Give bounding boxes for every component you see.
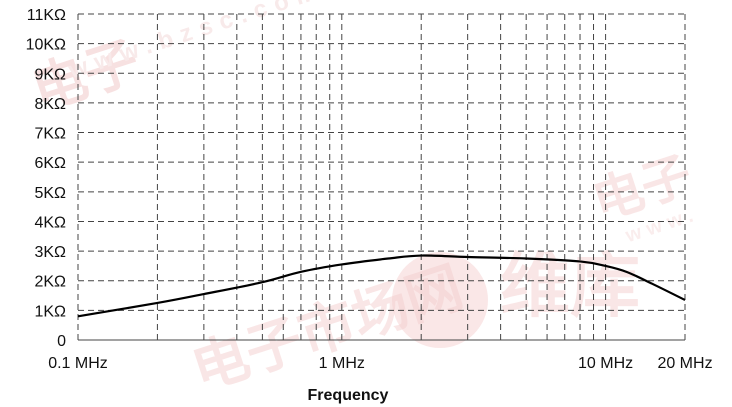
x-tick-label: 0.1 MHz [48,355,108,372]
y-tick-label: 0 [57,333,66,350]
x-tick-label: 20 MHz [657,355,712,372]
y-tick-label: 9KΩ [34,66,66,83]
y-tick-label: 6KΩ [34,155,66,172]
x-axis-ticks: 0.1 MHz 1 MHz 10 MHz 20 MHz [48,355,712,372]
y-axis-ticks: 0 1KΩ 2KΩ 3KΩ 4KΩ 5KΩ 6KΩ 7KΩ 8KΩ 9KΩ 10KΩ 11KΩ [26,7,67,350]
y-tick-label: 10KΩ [26,37,66,54]
watermark: 电子 www.bzsc.com 电子市场网 维库 电子 www. [25,0,701,401]
grid [77,13,686,341]
y-tick-label: 2KΩ [34,274,66,291]
series-group [77,254,686,318]
y-tick-label: 4KΩ [34,214,66,231]
x-tick-label: 10 MHz [578,355,633,372]
series-line [77,254,686,318]
y-tick-label: 8KΩ [34,96,66,113]
y-tick-label: 1KΩ [34,303,66,320]
y-tick-label: 3KΩ [34,244,66,261]
y-tick-label: 11KΩ [27,7,66,24]
x-axis-label: Frequency [308,387,389,404]
y-tick-label: 5KΩ [34,185,66,202]
y-tick-label: 7KΩ [34,126,66,143]
x-tick-label: 1 MHz [319,355,365,372]
